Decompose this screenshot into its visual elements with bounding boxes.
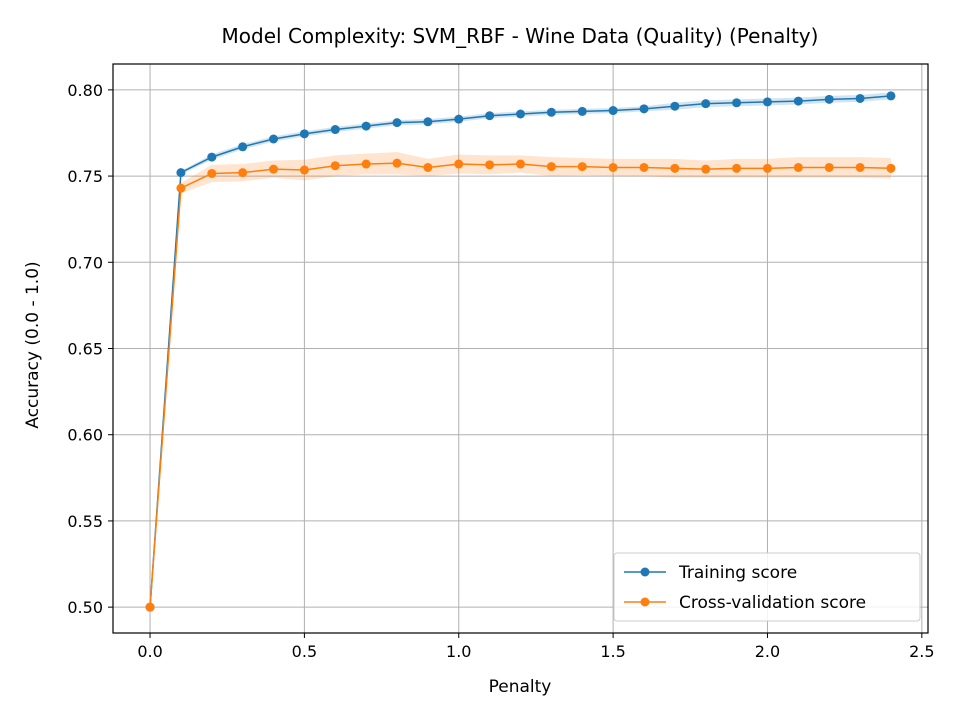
data-point xyxy=(238,168,248,178)
data-point xyxy=(546,162,556,172)
series-2 xyxy=(145,158,896,612)
x-tick-label: 0.5 xyxy=(292,642,317,661)
data-point xyxy=(269,164,279,174)
data-point xyxy=(608,106,618,116)
x-tick-label: 1.0 xyxy=(446,642,471,661)
legend: Training score Cross-validation score xyxy=(613,552,921,622)
legend-item-2: Cross-validation score xyxy=(624,593,866,613)
x-tick-label: 2.0 xyxy=(755,642,780,661)
y-axis-ticks: 0.50 0.55 0.60 0.65 0.70 0.75 0.80 xyxy=(67,81,113,617)
data-point xyxy=(423,117,433,127)
data-point xyxy=(269,134,279,144)
data-point xyxy=(639,162,649,172)
data-point xyxy=(330,161,340,171)
data-point xyxy=(732,98,742,108)
x-tick-label: 2.5 xyxy=(909,642,934,661)
data-point xyxy=(762,97,772,107)
data-point xyxy=(516,159,525,169)
data-point xyxy=(238,142,248,152)
data-point xyxy=(207,168,217,178)
data-point xyxy=(392,118,402,128)
data-point xyxy=(485,160,495,170)
data-point xyxy=(824,162,834,172)
data-point xyxy=(793,96,803,106)
chart-title: Model Complexity: SVM_RBF - Wine Data (Q… xyxy=(222,24,819,48)
gridlines xyxy=(113,64,928,633)
data-point xyxy=(793,162,803,172)
data-point xyxy=(732,163,742,173)
data-point xyxy=(485,111,495,121)
y-tick-label: 0.50 xyxy=(67,598,103,617)
data-point xyxy=(577,162,587,172)
y-axis-title: Accuracy (0.0 - 1.0) xyxy=(23,261,43,428)
legend-item-1: Training score xyxy=(624,563,797,583)
data-point xyxy=(361,159,371,169)
data-point xyxy=(176,183,186,193)
legend-marker-swatch xyxy=(640,597,650,607)
data-point xyxy=(886,163,896,173)
legend-label: Training score xyxy=(678,563,797,583)
x-tick-label: 0.0 xyxy=(137,642,162,661)
plot-area: 0.0 0.5 1.0 1.5 2.0 2.50.500.550.600.650.700.… xyxy=(67,63,935,661)
y-tick-label: 0.75 xyxy=(67,167,103,186)
data-point xyxy=(855,93,865,103)
y-tick-label: 0.80 xyxy=(67,81,103,100)
legend-box xyxy=(613,552,921,622)
x-axis-title: Penalty xyxy=(489,677,552,697)
data-point xyxy=(762,163,772,173)
data-point xyxy=(546,107,556,117)
y-tick-label: 0.65 xyxy=(67,340,103,359)
x-axis-ticks: 0.0 0.5 1.0 1.5 2.0 2.5 xyxy=(137,633,935,661)
data-point xyxy=(361,121,371,131)
data-point xyxy=(145,602,155,612)
data-point xyxy=(670,163,680,173)
data-point xyxy=(454,159,464,169)
data-point xyxy=(516,109,525,119)
y-tick-label: 0.60 xyxy=(67,426,103,445)
data-point xyxy=(608,162,618,172)
data-point xyxy=(392,158,402,168)
legend-marker-swatch xyxy=(640,567,650,577)
data-point xyxy=(701,99,711,109)
y-tick-label: 0.55 xyxy=(67,512,103,531)
y-tick-label: 0.70 xyxy=(67,253,103,272)
series-1 xyxy=(145,91,896,612)
data-point xyxy=(701,164,711,174)
data-point xyxy=(299,129,309,139)
data-point xyxy=(330,125,340,135)
legend-label: Cross-validation score xyxy=(679,593,866,613)
data-point xyxy=(577,106,587,116)
data-point xyxy=(176,168,186,178)
data-point xyxy=(207,152,217,162)
data-point xyxy=(299,165,309,175)
data-point xyxy=(670,101,680,111)
data-point xyxy=(824,94,834,104)
data-point xyxy=(886,91,896,101)
data-point xyxy=(639,104,649,114)
data-point xyxy=(423,162,433,172)
data-point xyxy=(855,162,865,172)
data-point xyxy=(454,114,464,124)
x-tick-label: 1.5 xyxy=(600,642,625,661)
